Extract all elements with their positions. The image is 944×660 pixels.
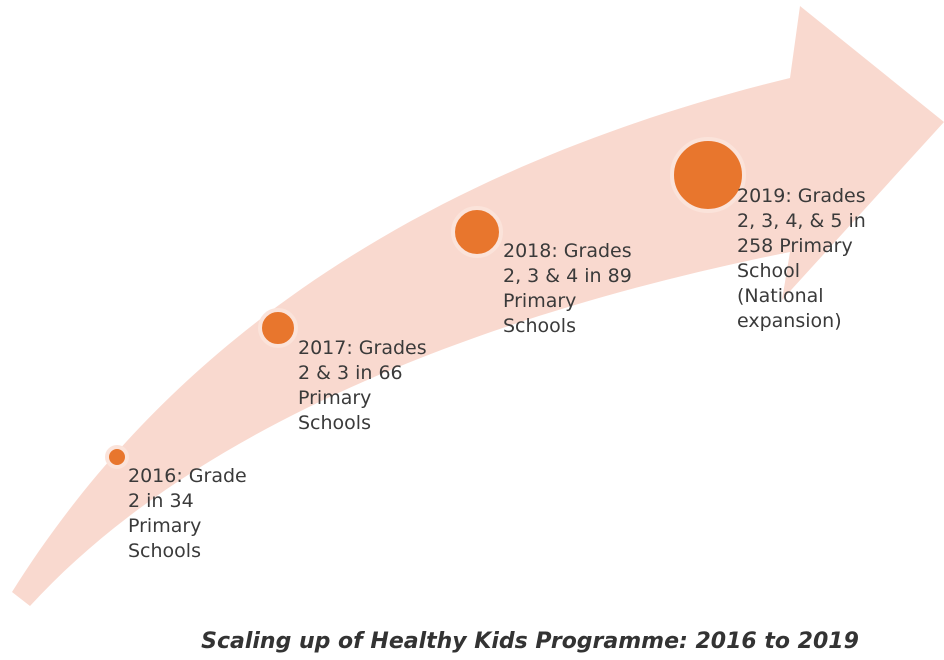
milestone-text: Primary [128, 515, 201, 537]
milestone-text: Schools [298, 412, 371, 434]
milestone-text: Primary [298, 387, 371, 409]
milestone-text: 2017: Grades [298, 337, 427, 359]
milestone-text: 2 in 34 [128, 490, 194, 512]
milestone-text: 258 Primary [737, 235, 853, 257]
milestone-text: (National [737, 285, 824, 307]
milestone-text: 2, 3 & 4 in 89 [503, 265, 632, 287]
milestone-dot [105, 445, 129, 469]
milestone-text: expansion) [737, 310, 842, 332]
milestone-dot [451, 206, 503, 258]
caption: Scaling up of Healthy Kids Programme: 20… [201, 629, 859, 654]
milestone-text: Schools [128, 540, 201, 562]
milestone-text: Primary [503, 290, 576, 312]
milestone-text: 2018: Grades [503, 240, 632, 262]
milestone-text: 2, 3, 4, & 5 in [737, 210, 866, 232]
milestone-dot [670, 137, 746, 213]
milestone-text: 2019: Grades [737, 185, 866, 207]
milestone-text: 2016: Grade [128, 465, 247, 487]
milestone-dot [258, 308, 298, 348]
milestone-text: School [737, 260, 800, 282]
milestone-text: Schools [503, 315, 576, 337]
milestone-text: 2 & 3 in 66 [298, 362, 403, 384]
